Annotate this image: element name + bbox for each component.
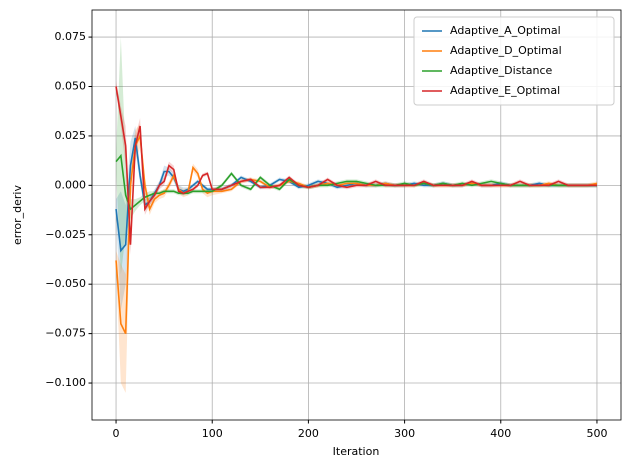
y-tick-label: 0.000 [55,178,87,191]
x-tick-label: 400 [490,427,511,440]
series-line [115,86,597,245]
y-tick-label: −0.025 [45,228,86,241]
plot-frame [91,9,622,421]
y-tick-label: −0.100 [45,376,86,389]
x-tick-label: 100 [202,427,223,440]
y-tick-label: 0.025 [55,129,87,142]
x-axis-label: Iteration [333,445,380,458]
error-band [116,126,597,310]
legend-label: Adaptive_D_Optimal [450,44,562,57]
y-tick-label: 0.075 [55,30,87,43]
y-tick-label: −0.075 [45,327,86,340]
legend-label: Adaptive_Distance [450,64,553,77]
legend-label: Adaptive_E_Optimal [450,84,560,97]
y-tick-label: −0.050 [45,277,86,290]
legend-box [413,16,615,106]
legend-label: Adaptive_A_Optimal [450,24,561,37]
y-axis-label: error_deriv [11,185,24,245]
x-tick-label: 500 [586,427,607,440]
x-tick-label: 200 [298,427,319,440]
x-tick-label: 300 [394,427,415,440]
x-tick-label: 0 [113,427,120,440]
y-tick-label: 0.050 [55,80,87,93]
error-band [116,124,597,393]
error-band [116,80,597,255]
